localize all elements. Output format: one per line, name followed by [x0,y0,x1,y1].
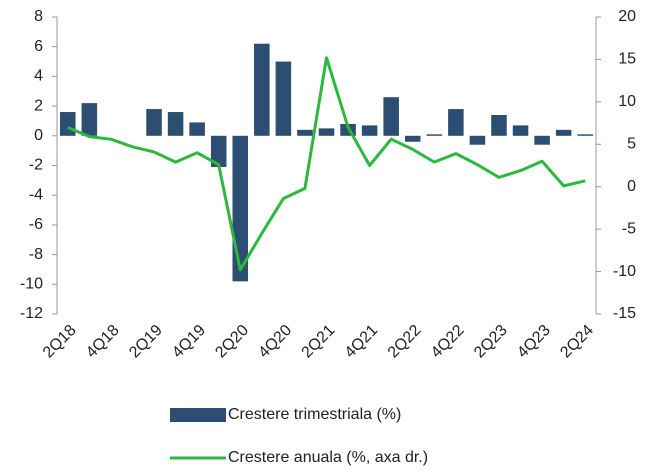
y2-tick-label: 20 [618,8,636,25]
bar [426,134,443,136]
y2-tick-label: 10 [618,93,636,110]
bar [60,112,76,136]
bar [491,115,507,136]
x-tick-label: 2Q21 [299,322,339,362]
x-tick-label: 2Q23 [471,322,511,362]
x-tick-label: 4Q22 [428,322,468,362]
y-tick-label: -4 [29,186,43,203]
x-tick-label: 4Q19 [169,322,209,362]
y-tick-label: 8 [34,8,43,25]
bar [512,125,529,136]
legend-label: Crestere trimestriala (%) [228,406,401,423]
y-tick-label: -12 [20,305,43,322]
bar [448,109,464,136]
bar [404,135,421,142]
x-tick-label: 2Q19 [126,322,166,362]
bar [297,129,313,136]
y2-tick-label: 0 [627,178,636,195]
bar [81,103,98,136]
y-tick-label: 0 [34,127,43,144]
y-tick-label: -10 [20,276,43,293]
bar [534,135,550,145]
x-tick-label: 4Q20 [255,322,295,362]
bar [318,128,335,136]
y2-tick-label: 15 [618,51,636,68]
y2-tick-label: -15 [613,305,636,322]
bar [383,97,399,136]
y-tick-label: 2 [34,97,43,114]
bar [361,125,378,136]
y-tick-label: -6 [29,216,43,233]
bar [210,135,227,167]
legend-label: Crestere anuala (%, axa dr.) [228,449,428,466]
bar [469,135,486,145]
y2-tick-label: 5 [627,136,636,153]
x-tick-label: 2Q24 [557,322,597,362]
y-tick-label: 4 [34,68,43,85]
bar [577,134,593,136]
bar [555,129,572,136]
bar [189,122,205,136]
y-tick-label: -8 [29,246,43,263]
bar [146,109,162,136]
x-tick-label: 4Q18 [83,322,123,362]
y-tick-label: 6 [34,38,43,55]
y2-tick-label: -5 [622,220,636,237]
y2-tick-label: -10 [613,263,636,280]
line [67,56,586,272]
x-tick-label: 4Q23 [514,322,554,362]
bar [167,112,184,136]
bar [254,43,270,136]
legend-swatch [170,408,226,422]
bar [275,61,292,136]
x-tick-label: 4Q21 [342,322,382,362]
x-tick-label: 2Q18 [40,322,80,362]
x-tick-label: 2Q22 [385,322,425,362]
y-tick-label: -2 [29,157,43,174]
x-tick-label: 2Q20 [212,322,252,362]
